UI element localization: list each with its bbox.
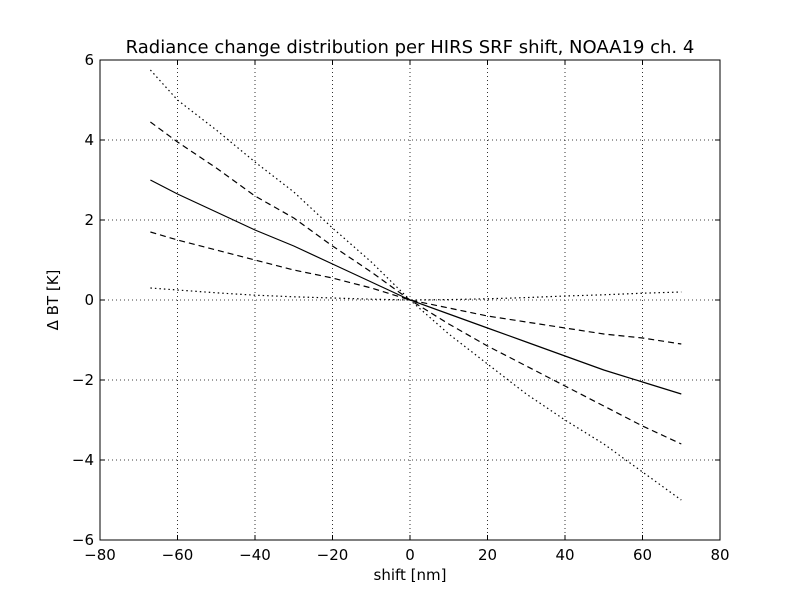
y-tick-label: 6 — [84, 51, 94, 69]
x-tick-label: 0 — [405, 546, 415, 564]
series-line-3 — [150, 179, 682, 395]
x-tick-label: −20 — [317, 546, 349, 564]
y-axis-label: Δ BT [K] — [44, 270, 62, 331]
y-tick-label: 0 — [84, 291, 94, 309]
series-line-4 — [150, 231, 682, 345]
chart-title: Radiance change distribution per HIRS SR… — [126, 37, 695, 58]
x-tick-label: 40 — [555, 546, 574, 564]
x-tick-label: −60 — [162, 546, 194, 564]
grid — [100, 60, 720, 540]
series-layer — [149, 69, 682, 501]
x-tick-label: 80 — [710, 546, 729, 564]
y-tick-label: −2 — [72, 371, 94, 389]
x-tick-label: −80 — [84, 546, 116, 564]
y-tick-label: 4 — [84, 131, 94, 149]
y-tick-label: −6 — [72, 531, 94, 549]
y-tick-label: −4 — [72, 451, 94, 469]
x-tick-label: −40 — [239, 546, 271, 564]
x-tick-label: 20 — [478, 546, 497, 564]
x-tick-label: 60 — [633, 546, 652, 564]
x-axis-label: shift [nm] — [374, 566, 447, 584]
y-tick-label: 2 — [84, 211, 94, 229]
